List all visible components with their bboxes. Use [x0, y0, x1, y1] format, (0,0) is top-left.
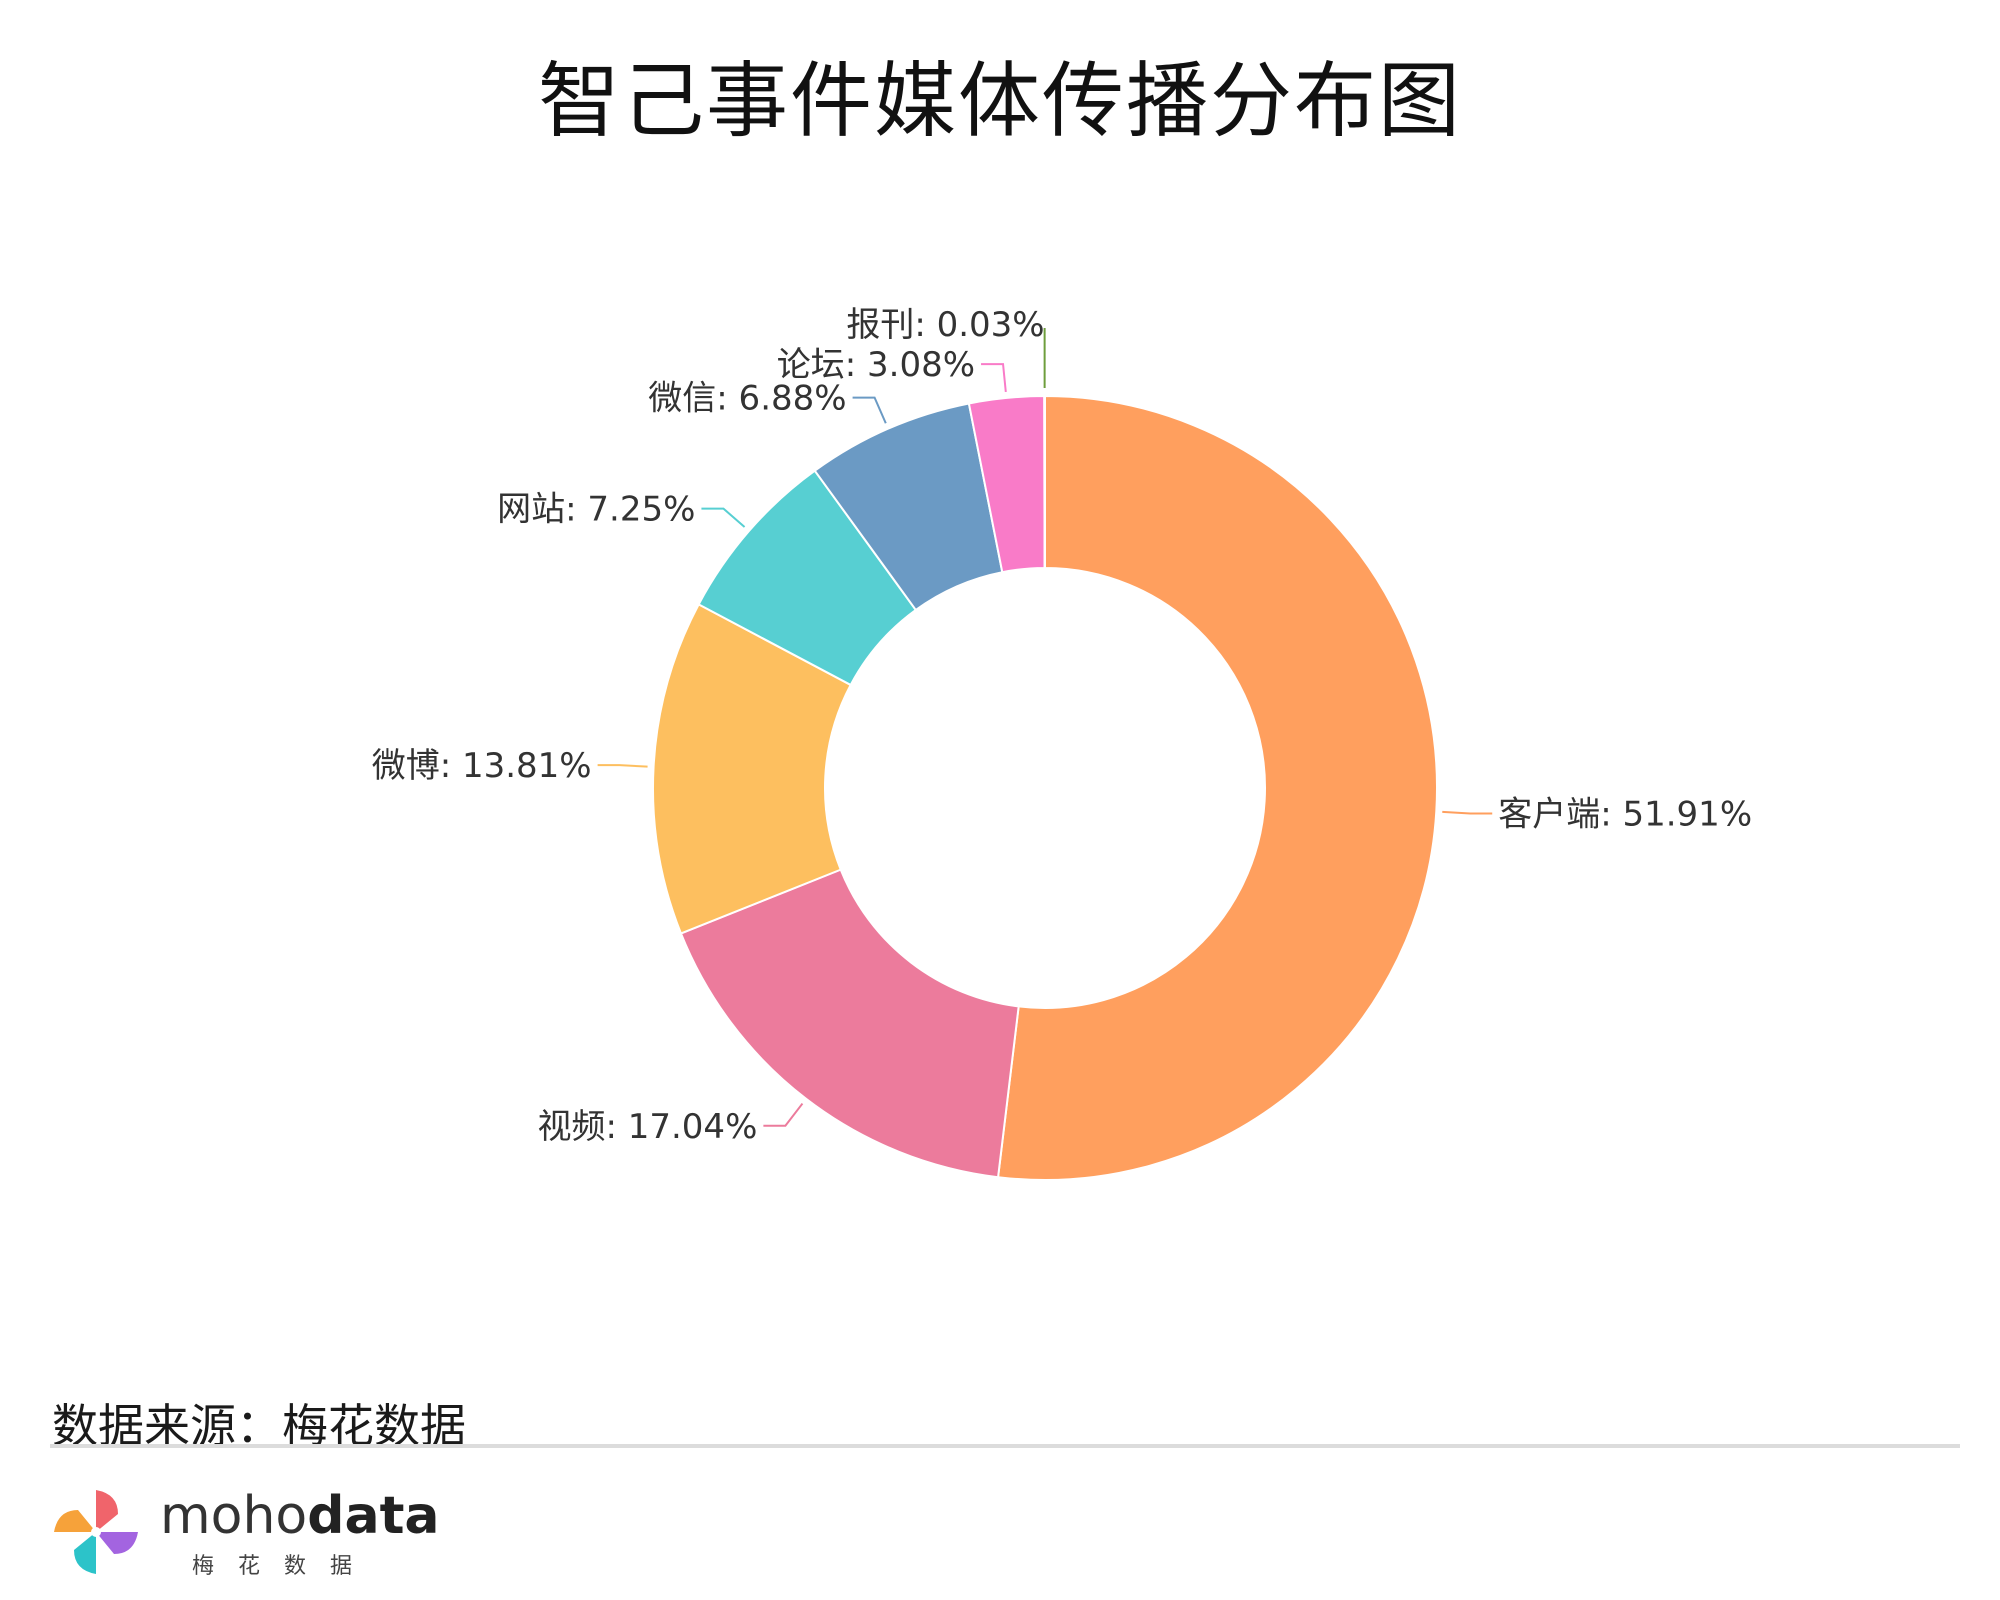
slice-labels: 客户端: 51.91% 视频: 17.04% 微博: 13.81% 网站: 7.25%… — [372, 305, 1752, 1147]
brand-wordmark-bold: data — [307, 1486, 440, 1546]
leader-line-2 — [597, 764, 648, 768]
slice-label-6: 报刊: 0.03% — [846, 305, 1044, 345]
slice-label-4: 微信: 6.88% — [648, 379, 846, 419]
leader-line-4 — [852, 396, 887, 424]
slice-label-1: 视频: 17.04% — [537, 1107, 757, 1147]
donut-slice-1 — [679, 868, 1020, 1179]
leader-line-1 — [763, 1102, 804, 1127]
slice-label-2: 微博: 13.81% — [372, 746, 592, 786]
slice-label-3: 网站: 7.25% — [497, 490, 695, 530]
donut-slice-6 — [1043, 394, 1046, 570]
leader-line-0 — [1442, 810, 1493, 815]
donut-slices — [652, 394, 1438, 1181]
brand-wordmark: mohodata — [160, 1486, 440, 1546]
donut-slice-0 — [996, 394, 1438, 1181]
leader-line-3 — [701, 507, 746, 528]
slice-label-0: 客户端: 51.91% — [1498, 795, 1752, 835]
chart-title: 智己事件媒体传播分布图 — [537, 54, 1462, 149]
slice-label-5: 论坛: 3.08% — [777, 345, 975, 385]
brand-subtitle: 梅花数据 — [192, 1554, 377, 1579]
pinwheel-logo-icon — [54, 1490, 138, 1574]
donut-slice-2 — [652, 603, 852, 935]
leader-line-5 — [981, 363, 1007, 393]
brand-wordmark-regular: moho — [160, 1486, 308, 1546]
label-leader-lines — [597, 328, 1493, 1127]
footer-divider — [50, 1444, 1960, 1448]
